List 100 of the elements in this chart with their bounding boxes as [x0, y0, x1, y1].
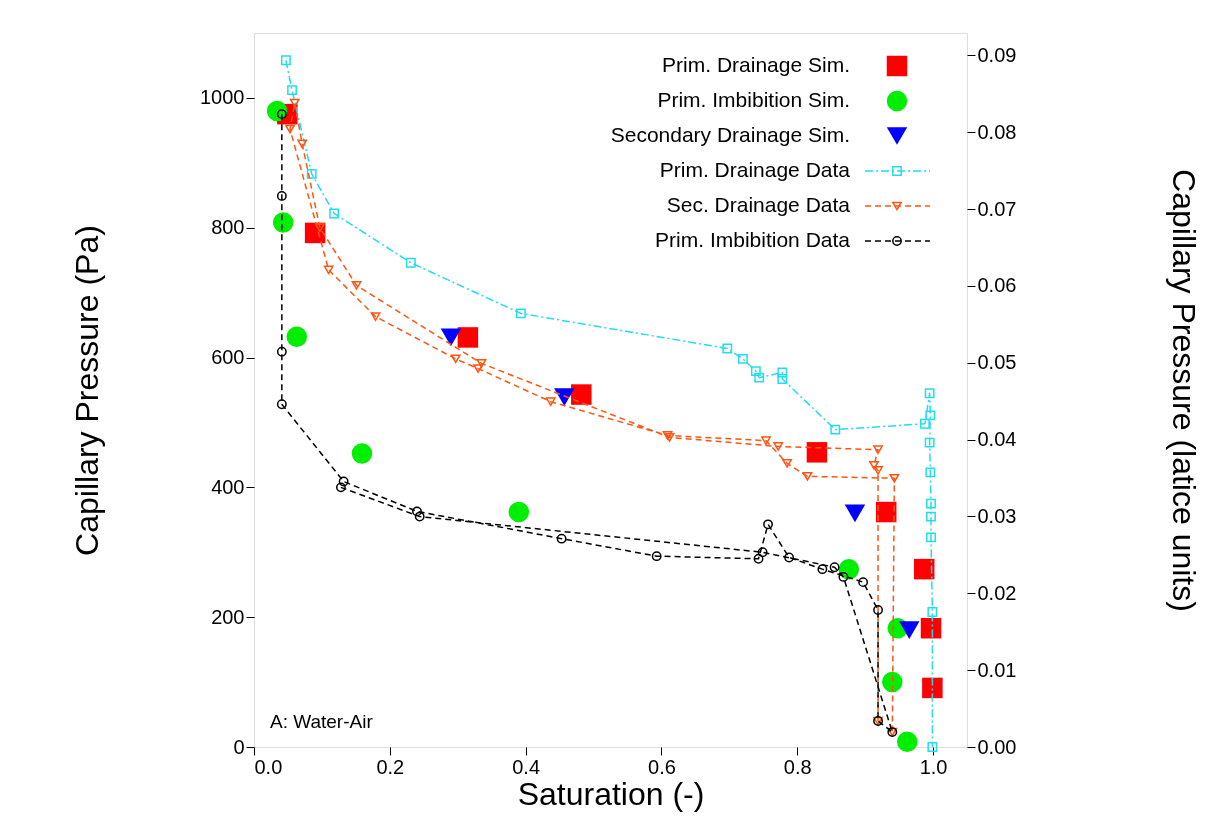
- point: [777, 367, 788, 378]
- legend-label: Prim. Imbibition Data: [655, 228, 851, 251]
- point: [924, 388, 935, 399]
- point: [276, 346, 287, 357]
- point: [737, 353, 748, 364]
- point: [476, 359, 487, 368]
- y2-tick-label: 0.08: [977, 120, 1017, 143]
- point: [763, 519, 773, 530]
- point: [287, 85, 297, 96]
- point: [926, 498, 936, 509]
- legend-label: Prim. Drainage Data: [659, 158, 851, 181]
- point: [323, 265, 334, 275]
- point: [754, 372, 765, 383]
- point: [515, 308, 526, 319]
- point: [757, 547, 768, 558]
- point: [450, 354, 461, 364]
- point: [272, 212, 294, 233]
- point: [919, 418, 930, 429]
- point: [750, 366, 761, 377]
- point: [782, 458, 792, 468]
- point: [897, 731, 918, 753]
- point: [858, 577, 869, 588]
- point: [651, 551, 662, 562]
- point: [351, 281, 362, 290]
- x-tick-label: 0.0: [254, 755, 283, 778]
- y2-tick-label: 0.04: [977, 428, 1017, 451]
- point: [297, 139, 308, 149]
- point: [925, 467, 936, 478]
- point: [773, 442, 784, 451]
- point: [329, 208, 340, 219]
- point: [285, 124, 295, 134]
- point: [873, 445, 883, 455]
- point: [276, 191, 287, 201]
- x-tick-label: 0.4: [512, 755, 541, 778]
- y2-tick-label: 0.07: [977, 197, 1017, 220]
- point: [927, 742, 938, 752]
- point: [777, 374, 788, 384]
- point: [844, 504, 866, 523]
- point: [276, 399, 287, 410]
- point: [882, 671, 903, 693]
- point: [457, 327, 479, 348]
- legend-label: Prim. Drainage Sim.: [662, 53, 850, 76]
- y2-tick-label: 0.01: [977, 658, 1017, 681]
- point: [869, 460, 879, 470]
- point: [286, 326, 308, 347]
- point: [802, 471, 813, 481]
- point: [370, 312, 381, 322]
- y-tick-label: 400: [211, 475, 245, 498]
- y2-tick-label: 0.05: [977, 351, 1017, 374]
- x-tick-label: 0.8: [783, 755, 812, 778]
- point: [838, 572, 849, 582]
- y-tick-label: 800: [211, 216, 245, 239]
- y-axis-title: Capillary Pressure (Pa): [69, 225, 106, 556]
- y2-tick-label: 0.00: [977, 735, 1017, 758]
- y2-tick-label: 0.09: [977, 43, 1017, 66]
- point: [889, 473, 900, 483]
- point: [412, 506, 422, 517]
- point: [830, 424, 841, 435]
- point: [351, 443, 373, 464]
- point: [440, 328, 462, 347]
- y2-tick-label: 0.03: [977, 504, 1017, 527]
- point: [280, 55, 291, 66]
- y-tick-label: 1000: [200, 86, 245, 109]
- point: [338, 476, 349, 487]
- point: [554, 388, 575, 407]
- point: [925, 410, 936, 421]
- point: [508, 501, 530, 523]
- legend-label: Secondary Drainage Sim.: [610, 123, 850, 146]
- y-tick-label: 600: [211, 346, 245, 369]
- point: [753, 553, 764, 564]
- point: [873, 605, 883, 615]
- point: [926, 532, 936, 543]
- point: [899, 621, 920, 640]
- annotation: A: Water-Air: [270, 711, 374, 732]
- point: [926, 511, 936, 522]
- x-axis-title: Saturation (-): [517, 775, 705, 812]
- point: [829, 562, 840, 573]
- point: [571, 384, 592, 405]
- point: [722, 343, 733, 354]
- y-tick-label: 0: [233, 735, 245, 758]
- x-tick-label: 0.2: [376, 755, 405, 778]
- y-tick-label: 200: [211, 605, 245, 628]
- legend-label: Sec. Drainage Data: [666, 193, 851, 216]
- point: [556, 533, 567, 544]
- point: [761, 436, 771, 445]
- point: [913, 558, 935, 580]
- y2-tick-label: 0.02: [977, 581, 1017, 604]
- point: [335, 482, 346, 493]
- point: [405, 257, 416, 268]
- point: [784, 552, 795, 563]
- point: [414, 511, 425, 522]
- point: [927, 607, 938, 617]
- point: [306, 168, 317, 179]
- point: [473, 364, 484, 373]
- point: [920, 617, 942, 639]
- point: [922, 677, 943, 699]
- legend-label: Prim. Imbibition Sim.: [657, 88, 850, 111]
- point: [873, 466, 883, 475]
- x-tick-label: 1.0: [919, 755, 948, 778]
- point: [817, 564, 828, 575]
